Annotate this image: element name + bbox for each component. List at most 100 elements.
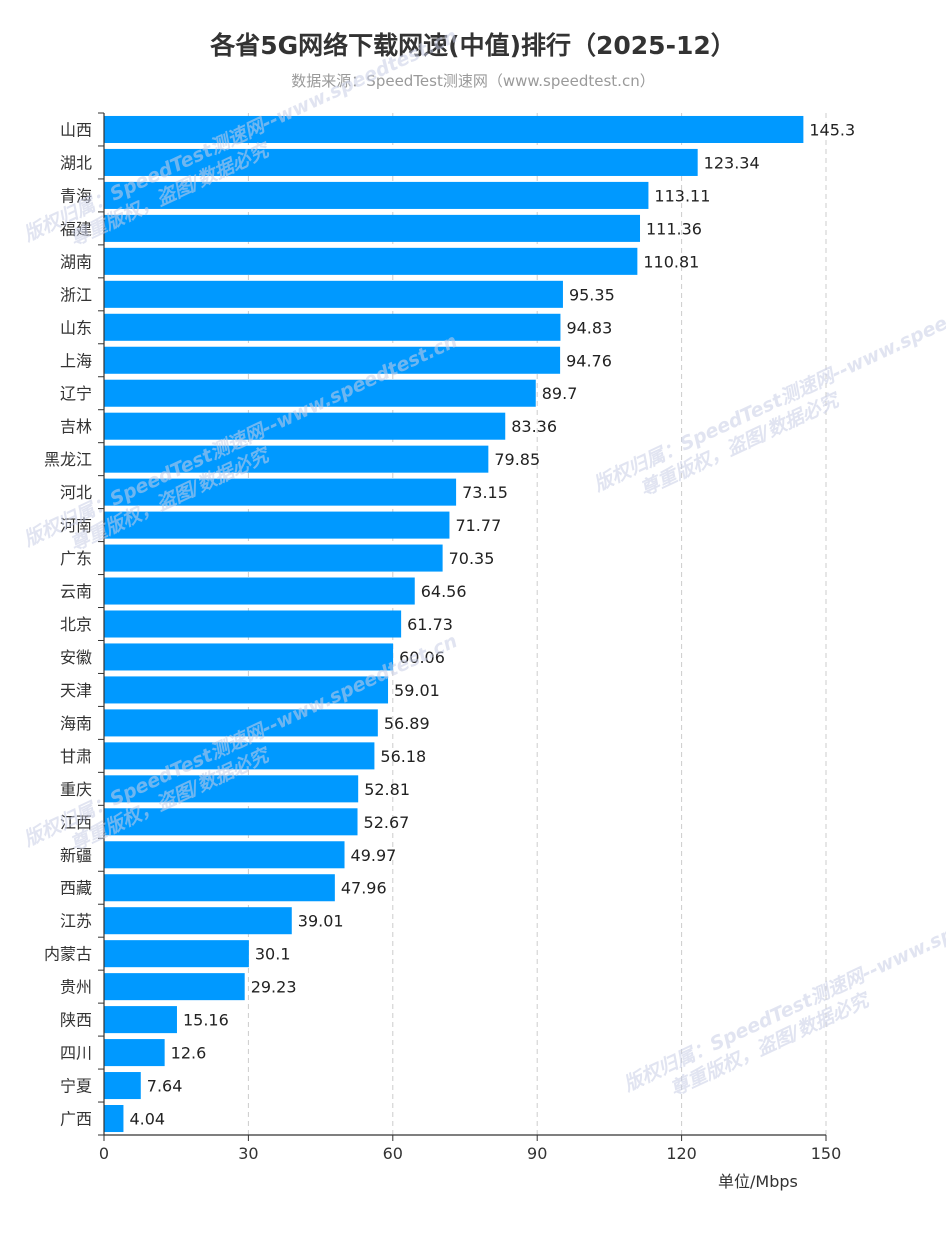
bar — [104, 676, 389, 704]
y-tick-label: 浙江 — [60, 285, 92, 304]
data-label: 71.77 — [455, 516, 501, 535]
bar — [104, 181, 649, 209]
y-tick-label: 河南 — [60, 516, 92, 535]
data-label: 52.81 — [364, 780, 410, 799]
y-tick-label: 四川 — [60, 1044, 92, 1063]
data-label: 70.35 — [449, 549, 495, 568]
y-tick-label: 宁夏 — [60, 1077, 92, 1096]
bar — [104, 214, 641, 242]
y-tick-label: 上海 — [60, 351, 92, 370]
y-tick-label: 海南 — [60, 714, 92, 733]
data-label: 12.6 — [171, 1044, 207, 1063]
bar — [104, 478, 457, 506]
data-label: 60.06 — [399, 648, 445, 667]
x-tick-label: 0 — [99, 1144, 109, 1163]
bar — [104, 874, 335, 902]
y-tick-label: 新疆 — [60, 846, 92, 865]
bar — [104, 742, 375, 770]
bar — [104, 247, 638, 275]
y-tick-label: 山东 — [60, 318, 92, 337]
y-tick-label: 湖南 — [60, 252, 92, 271]
bar — [104, 1006, 177, 1034]
y-tick-label: 湖北 — [60, 153, 92, 172]
bar — [104, 280, 563, 308]
bar — [104, 775, 359, 803]
y-tick-label: 西藏 — [60, 879, 92, 898]
y-tick-label: 贵州 — [60, 978, 92, 997]
data-label: 73.15 — [462, 483, 508, 502]
data-label: 111.36 — [646, 219, 702, 238]
bar — [104, 841, 345, 869]
y-tick-label: 青海 — [60, 186, 92, 205]
y-tick-label: 安徽 — [60, 648, 92, 667]
data-label: 94.76 — [566, 351, 612, 370]
x-tick-label: 60 — [383, 1144, 403, 1163]
y-tick-label: 云南 — [60, 582, 92, 601]
data-label: 79.85 — [494, 450, 540, 469]
bar — [104, 544, 443, 572]
bar — [104, 610, 402, 638]
bar — [104, 940, 249, 968]
y-tick-label: 河北 — [60, 483, 92, 502]
bar — [104, 808, 358, 836]
bar — [104, 643, 394, 671]
y-tick-label: 江西 — [60, 813, 92, 832]
bars: 145.3 123.34 113.11 111.36 110.81 95.35 94.83 9… — [104, 115, 855, 1133]
x-tick-label: 150 — [811, 1144, 842, 1163]
x-tick-label: 120 — [666, 1144, 697, 1163]
data-label: 59.01 — [394, 681, 440, 700]
axes: 0 30 60 90 120 150 山西湖北青海福建湖南浙江山东上海辽宁吉林黑龙江河北河南… — [44, 112, 842, 1163]
y-tick-label: 甘肃 — [60, 747, 92, 766]
y-tick-label: 江苏 — [60, 912, 92, 931]
data-label: 83.36 — [511, 417, 557, 436]
chart-subtitle: 数据来源：SpeedTest测速网（www.speedtest.cn） — [291, 72, 655, 90]
bar — [104, 346, 561, 374]
data-label: 49.97 — [351, 846, 397, 865]
data-label: 123.34 — [704, 153, 760, 172]
x-tick-label: 90 — [527, 1144, 547, 1163]
bar — [104, 907, 292, 935]
data-label: 95.35 — [569, 285, 615, 304]
data-label: 30.1 — [255, 945, 291, 964]
y-tick-label: 广西 — [60, 1110, 92, 1129]
bar — [104, 1104, 124, 1133]
data-label: 110.81 — [643, 252, 699, 271]
y-tick-label: 福建 — [60, 219, 92, 238]
y-tick-label: 广东 — [60, 549, 92, 568]
bar — [104, 973, 245, 1001]
data-label: 15.16 — [183, 1011, 229, 1030]
data-label: 145.3 — [809, 120, 855, 139]
y-tick-label: 辽宁 — [60, 384, 92, 403]
y-tick-label: 山西 — [60, 120, 92, 139]
bar — [104, 1039, 165, 1067]
y-tick-label: 重庆 — [60, 780, 92, 799]
chart-title: 各省5G网络下载网速(中值)排行（2025-12） — [210, 31, 736, 60]
bar — [104, 313, 561, 341]
bar — [104, 148, 698, 176]
data-label: 61.73 — [407, 615, 453, 634]
data-label: 29.23 — [251, 978, 297, 997]
x-axis-unit-label: 单位/Mbps — [718, 1172, 798, 1191]
y-tick-label: 吉林 — [60, 417, 92, 436]
y-tick-label: 内蒙古 — [44, 945, 92, 964]
bar — [104, 709, 378, 737]
data-label: 56.18 — [380, 747, 426, 766]
data-label: 113.11 — [654, 186, 710, 205]
bar — [104, 445, 489, 473]
data-label: 7.64 — [147, 1077, 183, 1096]
y-tick-label: 陕西 — [60, 1011, 92, 1030]
bar — [104, 511, 450, 539]
data-label: 56.89 — [384, 714, 430, 733]
data-label: 52.67 — [364, 813, 410, 832]
y-tick-label: 天津 — [60, 681, 92, 700]
y-tick-label: 黑龙江 — [44, 450, 92, 469]
bar — [104, 115, 804, 144]
data-label: 94.83 — [566, 318, 612, 337]
data-label: 64.56 — [421, 582, 467, 601]
y-tick-label: 北京 — [60, 615, 92, 634]
data-label: 4.04 — [129, 1110, 165, 1129]
data-label: 39.01 — [298, 912, 344, 931]
bar — [104, 1072, 141, 1100]
x-tick-label: 30 — [238, 1144, 258, 1163]
